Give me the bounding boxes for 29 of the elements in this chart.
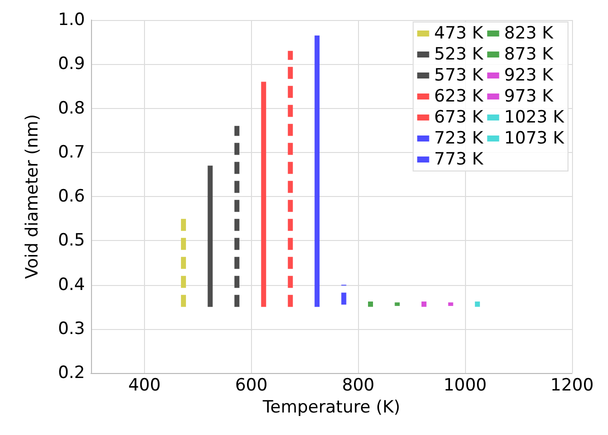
y-tick-label: 0.2 [58,363,85,383]
legend-label: 1073 K [504,128,565,148]
y-tick-label: 0.3 [58,318,85,339]
legend-label: 973 K [504,86,554,106]
legend-label: 523 K [434,44,484,64]
y-tick-label: 0.7 [58,142,85,162]
legend-label: 573 K [434,66,484,86]
x-tick-label: 600 [235,376,268,396]
y-tick-label: 0.4 [58,274,85,295]
y-tick-label: 0.6 [58,186,85,206]
legend-label: 723 K [434,128,484,148]
legend-label: 1023 K [504,108,565,128]
x-axis-title: Temperature (K) [262,398,400,418]
legend-label: 923 K [504,66,554,86]
y-tick-label: 1.0 [58,10,85,30]
y-tick-label: 0.9 [58,54,85,74]
x-tick-label: 800 [342,376,374,396]
legend-label: 673 K [434,108,484,128]
legend-label: 623 K [434,86,484,106]
x-tick-label: 400 [128,376,161,396]
legend-label: 823 K [504,24,554,44]
y-axis-title: Void diameter (nm) [22,114,42,279]
y-tick-label: 0.5 [58,230,85,251]
x-tick-label: 1000 [443,376,487,396]
legend-label: 773 K [434,150,484,170]
y-tick-label: 0.8 [58,98,85,118]
legend-label: 873 K [504,44,554,64]
x-tick-label: 1200 [550,376,594,396]
legend-label: 473 K [434,24,484,44]
